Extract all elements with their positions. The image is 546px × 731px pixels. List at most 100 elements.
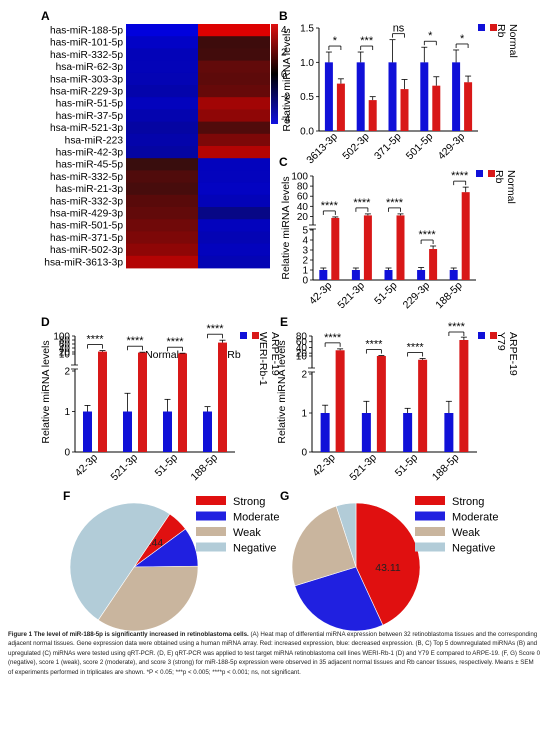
legend-swatch	[476, 170, 483, 177]
heatmap-row-label: hsa-miR-521-3p	[50, 123, 123, 134]
significance-label: ****	[451, 170, 469, 182]
heatmap-cell	[198, 133, 270, 147]
y-tick-label: 0.0	[300, 127, 314, 138]
y-tick-label: 20	[297, 212, 309, 223]
heatmap-row-label: has-miR-45-5p	[56, 160, 124, 171]
bar	[218, 342, 227, 452]
y-tick-label: 1.0	[300, 58, 314, 69]
x-tick-label: 501-5p	[404, 131, 436, 163]
heatmap-cell	[126, 243, 198, 257]
x-tick-label: 429-3p	[436, 131, 468, 163]
y-tick-label: 2	[302, 256, 308, 267]
panel-label-f: F	[63, 489, 70, 503]
legend-swatch	[488, 170, 495, 177]
heatmap-cell	[126, 170, 198, 183]
y-tick-label: 4	[302, 236, 308, 247]
y-tick-label: 5	[302, 226, 308, 237]
heatmap-row-label: has-miR-371-5p	[50, 233, 123, 244]
x-tick-label: 521-3p	[335, 280, 367, 312]
bar	[361, 413, 371, 452]
axis-break	[71, 365, 239, 369]
heatmap-row-label: has-miR-51-5p	[56, 99, 124, 110]
legend-label: Rb	[493, 170, 505, 184]
bar	[396, 215, 405, 280]
bar	[123, 411, 132, 452]
bar	[336, 83, 345, 131]
caption-line: ***p < 0.005; ****p < 0.001; ns, not sig…	[175, 668, 301, 676]
axis-break	[309, 225, 480, 229]
caption-line: cell lines WERI-Rb-1 (D) and Y79 E compa…	[8, 649, 541, 667]
heatmap-row-label: has-miR-332-5p	[50, 50, 123, 61]
x-tick-label: 188-5p	[430, 452, 462, 484]
heatmap-cell	[198, 231, 270, 244]
y-tick-label: 1	[301, 409, 307, 420]
colorbar	[271, 24, 278, 124]
y-tick-label: 20	[59, 348, 71, 359]
heatmap-cell	[126, 24, 198, 37]
y-tick-label: 100	[53, 332, 70, 343]
legend-swatch	[196, 511, 226, 521]
pie-slice	[294, 566, 384, 632]
heatmap-cell	[198, 109, 270, 122]
bar	[178, 353, 187, 452]
legend-label: ARPE-19	[269, 332, 281, 376]
heatmap-cell	[198, 24, 270, 37]
significance-label: ****	[126, 335, 144, 347]
legend-label: WERI-Rb-1	[257, 332, 269, 386]
heatmap-cell	[126, 158, 198, 171]
bar	[331, 217, 340, 280]
heatmap-row-label: has-miR-332-3p	[50, 196, 123, 207]
bar	[319, 270, 328, 280]
x-tick-label: 188-5p	[433, 280, 465, 312]
colorbar-tick-label: 4	[281, 25, 287, 36]
pie-slice	[97, 565, 199, 632]
heatmap-cell	[198, 60, 270, 74]
pie-slice	[355, 502, 421, 626]
heatmap-cell	[198, 146, 270, 159]
heatmap-cell	[198, 97, 270, 110]
bar	[388, 62, 397, 132]
panel-label-a: A	[41, 9, 50, 23]
bar	[368, 100, 377, 131]
heatmap-cell	[126, 219, 198, 232]
panel-label-b: B	[279, 9, 288, 23]
legend-swatch	[252, 332, 259, 339]
caption-line: (A) Heat map of differential miRNA expre…	[250, 631, 474, 638]
legend-label: Weak	[233, 527, 261, 539]
legend-swatch	[196, 496, 226, 505]
y-tick-label: 1	[302, 266, 308, 277]
y-tick-label: 0	[302, 276, 308, 287]
significance-label: ***	[360, 35, 374, 47]
pie-data-label: 43.11	[375, 562, 401, 574]
bar	[452, 62, 461, 132]
x-tick-label: 51-5p	[393, 452, 421, 480]
heatmap-cell	[126, 231, 198, 244]
heatmap-row-label: hsa-miR-229-3p	[50, 87, 123, 98]
heatmap-column-label: Normal	[145, 349, 179, 361]
heatmap-cell	[126, 85, 198, 98]
heatmap-cell	[126, 207, 198, 220]
panel-label-d: D	[41, 315, 50, 329]
y-tick-label: 1	[64, 407, 70, 418]
y-tick-label: 0.5	[300, 92, 314, 103]
y-tick-label: 40	[296, 343, 308, 354]
pie-slice	[335, 502, 357, 568]
heatmap-row-label: hsa-miR-223	[65, 135, 124, 146]
bar	[138, 352, 147, 452]
y-axis-label: Relative miRNA levels	[276, 340, 288, 443]
legend-swatch	[415, 496, 445, 505]
y-tick-label: 2	[64, 367, 70, 378]
heatmap-row-label: has-miR-101-5p	[50, 38, 123, 49]
x-tick-label: 229-3p	[401, 280, 433, 312]
heatmap-column-label: Rb	[227, 349, 241, 361]
legend-swatch	[196, 542, 226, 552]
significance-label: ****	[321, 200, 339, 212]
heatmap-cell	[198, 72, 270, 86]
x-tick-label: 51-5p	[372, 280, 400, 308]
y-tick-label: 20	[296, 349, 308, 360]
legend-label: Moderate	[233, 512, 279, 524]
heatmap-cell	[198, 194, 270, 208]
heatmap-row-label: has-miR-21-3p	[56, 184, 124, 195]
